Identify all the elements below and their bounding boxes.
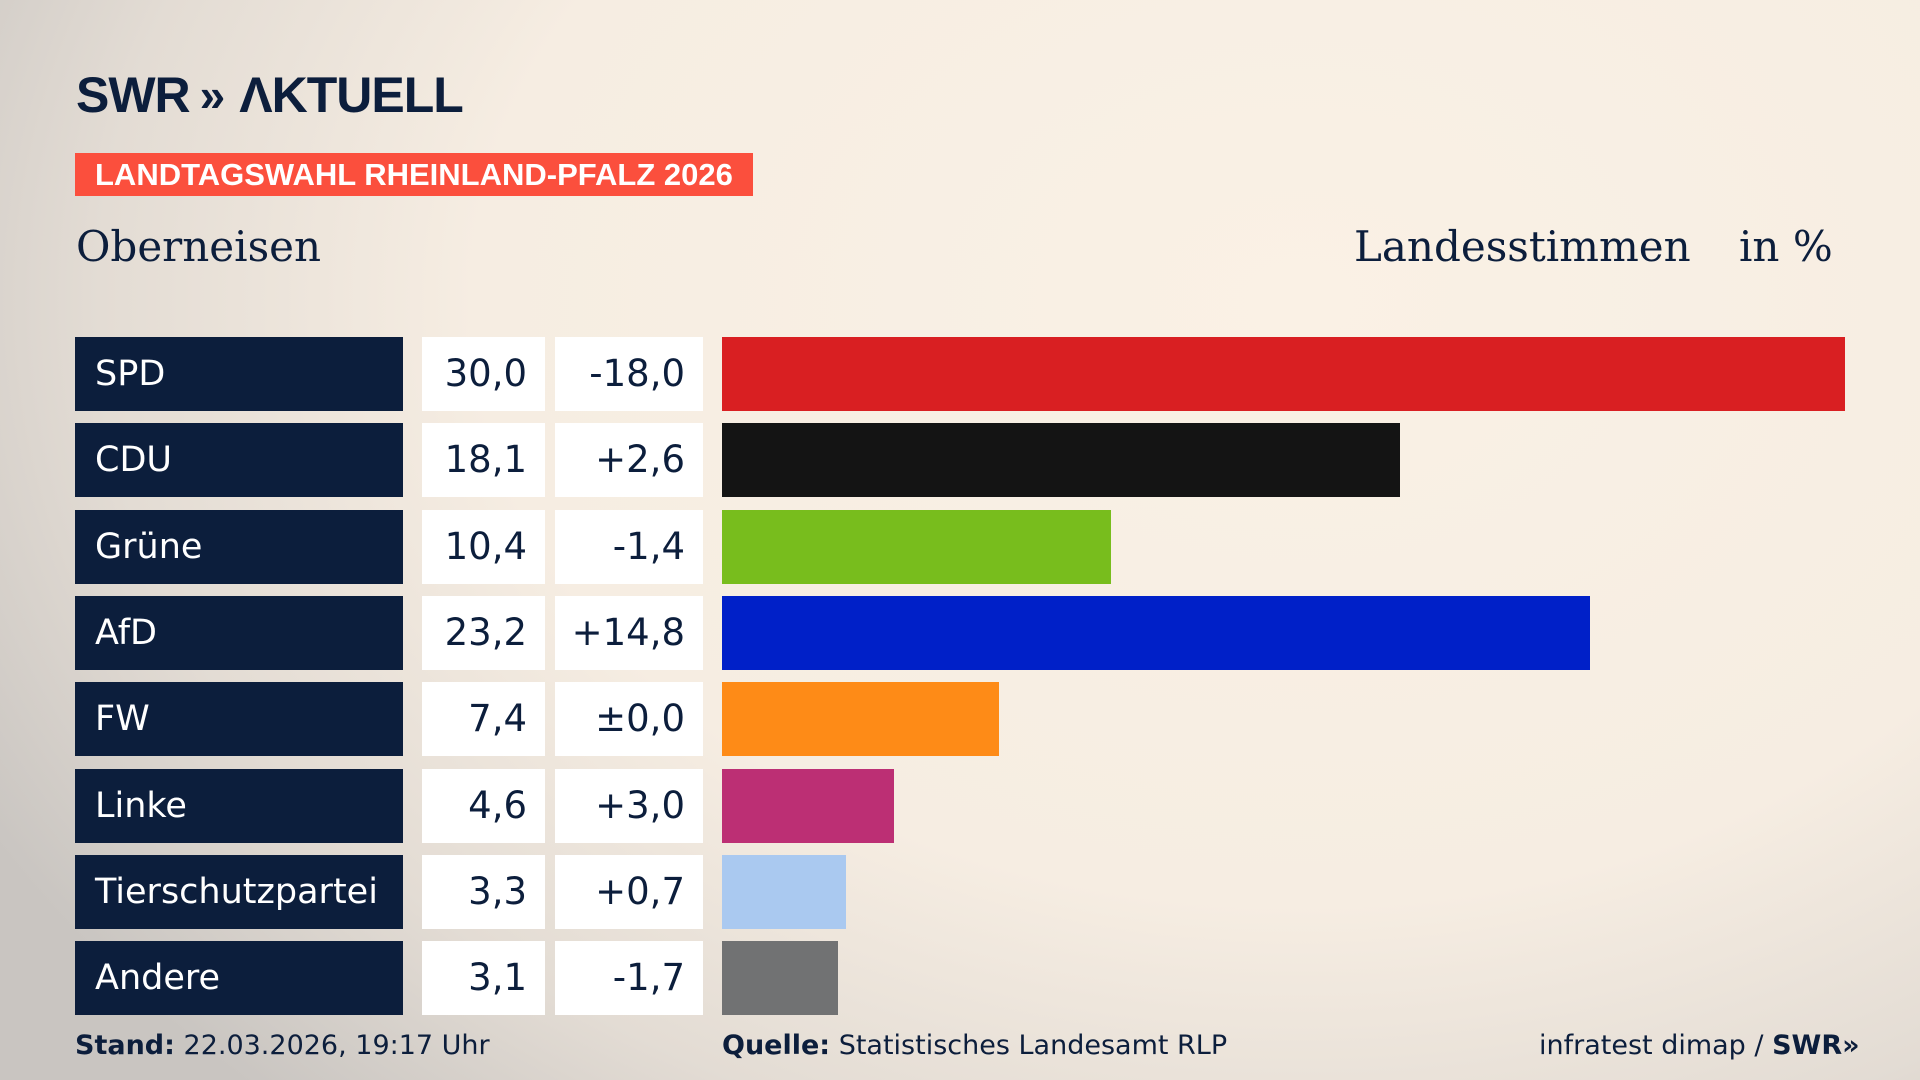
vote-share: 23,2	[422, 595, 545, 670]
source-label: Quelle:	[722, 1030, 831, 1061]
vote-share: 10,4	[422, 509, 545, 584]
bar-afd	[722, 595, 1591, 670]
stand-label: Stand:	[75, 1030, 175, 1061]
bar-tierschutzpartei	[722, 854, 846, 929]
vote-share: 30,0	[422, 337, 545, 411]
swr-logo: SWR»	[1772, 1030, 1860, 1061]
vote-change: +14,8	[555, 595, 703, 670]
credit-text: infratest dimap /	[1539, 1030, 1773, 1061]
vote-share: 3,1	[422, 941, 545, 1016]
party-name: AfD	[75, 595, 403, 670]
vote-change: +2,6	[555, 423, 703, 498]
vote-share: 7,4	[422, 682, 545, 757]
party-name: Andere	[75, 941, 403, 1016]
bar-andere	[722, 941, 839, 1016]
party-name: SPD	[75, 337, 403, 411]
vote-share: 4,6	[422, 768, 545, 843]
party-name: FW	[75, 682, 403, 757]
result-row: Andere 3,1 -1,7	[0, 941, 1920, 1016]
vote-change: -1,7	[555, 941, 703, 1016]
vote-change: +0,7	[555, 854, 703, 929]
vote-share: 18,1	[422, 423, 545, 498]
vote-change: -18,0	[555, 337, 703, 411]
unit-label: in %	[1739, 222, 1833, 271]
result-row: Grüne 10,4 -1,4	[0, 509, 1920, 584]
bar-grüne	[722, 509, 1112, 584]
result-row: AfD 23,2 +14,8	[0, 595, 1920, 670]
election-banner: LANDTAGSWAHL RHEINLAND-PFALZ 2026	[75, 153, 753, 196]
vote-change: ±0,0	[555, 682, 703, 757]
source: Quelle: Statistisches Landesamt RLP	[722, 1030, 1227, 1061]
bar-fw	[722, 682, 999, 757]
vote-change: +3,0	[555, 768, 703, 843]
chevrons-icon: »	[199, 69, 225, 121]
party-name: CDU	[75, 423, 403, 498]
source-value: Statistisches Landesamt RLP	[838, 1030, 1228, 1061]
measure-label: Landesstimmen	[1354, 222, 1691, 271]
result-row: SPD 30,0 -18,0	[0, 337, 1920, 411]
stand-value: 22.03.2026, 19:17 Uhr	[183, 1030, 490, 1061]
credit: infratest dimap / SWR»	[1539, 1030, 1860, 1061]
region-title: Oberneisen	[76, 222, 322, 271]
party-name: Grüne	[75, 509, 403, 584]
bar-cdu	[722, 423, 1400, 498]
bar-linke	[722, 768, 895, 843]
result-row: Linke 4,6 +3,0	[0, 768, 1920, 843]
result-row: CDU 18,1 +2,6	[0, 423, 1920, 498]
bar-spd	[722, 337, 1845, 411]
party-name: Tierschutzpartei	[75, 854, 403, 929]
result-row: Tierschutzpartei 3,3 +0,7	[0, 854, 1920, 929]
party-name: Linke	[75, 768, 403, 843]
result-row: FW 7,4 ±0,0	[0, 682, 1920, 757]
vote-change: -1,4	[555, 509, 703, 584]
swr-aktuell-logo: SWR» ΛKTUELL	[76, 67, 464, 123]
timestamp: Stand: 22.03.2026, 19:17 Uhr	[75, 1030, 490, 1061]
vote-share: 3,3	[422, 854, 545, 929]
